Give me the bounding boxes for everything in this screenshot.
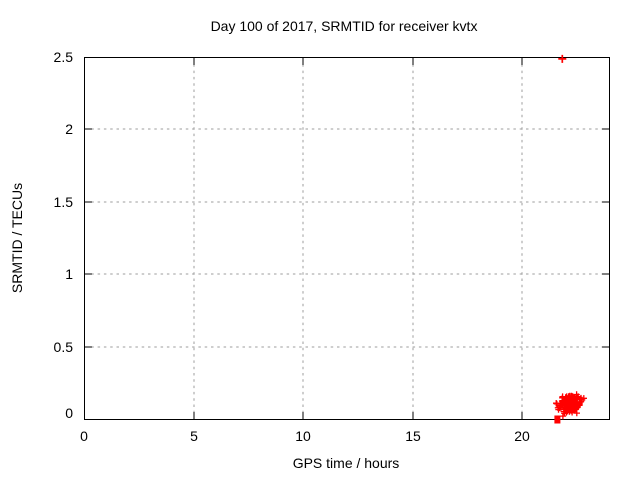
y-tick-labels: 0 0.5 1 1.5 2 2.5: [54, 49, 74, 421]
y-axis-label: SRMTID / TECUs: [9, 183, 25, 293]
x-axis-label: GPS time / hours: [293, 455, 400, 471]
y-tick-label-1: 1: [65, 266, 73, 282]
x-tick-label-20: 20: [514, 428, 530, 444]
chart-title: Day 100 of 2017, SRMTID for receiver kvt…: [211, 18, 478, 34]
gridlines: [85, 58, 609, 419]
x-tick-label-5: 5: [190, 428, 198, 444]
plot-border: [84, 57, 610, 420]
x-tick-labels: 0 5 10 15 20: [80, 428, 530, 444]
x-tick-label-15: 15: [405, 428, 421, 444]
y-tick-label-0.5: 0.5: [54, 339, 74, 355]
y-tick-label-1.5: 1.5: [54, 194, 74, 210]
square-point: [554, 415, 561, 424]
outlier-point: [558, 54, 567, 63]
data-points: [553, 54, 587, 424]
axis-tick-marks: [84, 58, 609, 419]
cluster-points: [553, 391, 587, 420]
y-tick-label-2: 2: [65, 121, 73, 137]
x-tick-label-0: 0: [80, 428, 88, 444]
y-tick-label-0: 0: [65, 405, 73, 421]
y-tick-label-2.5: 2.5: [54, 49, 74, 65]
x-tick-label-10: 10: [295, 428, 311, 444]
